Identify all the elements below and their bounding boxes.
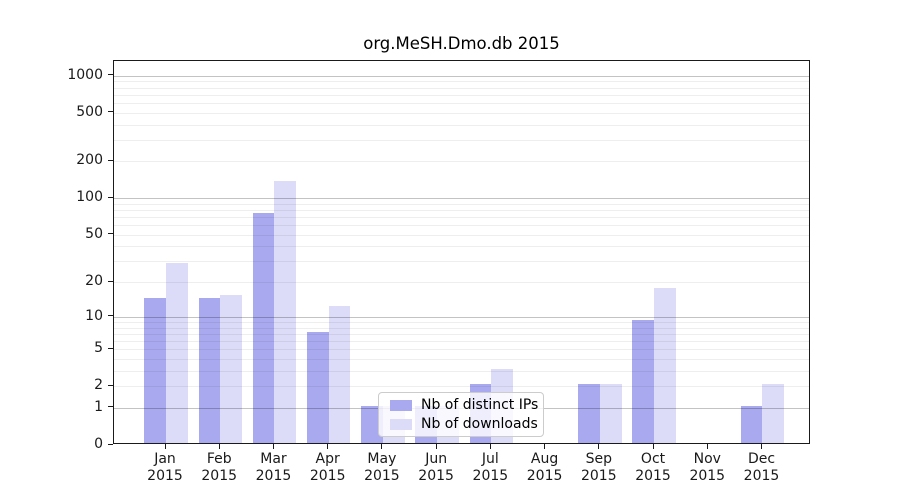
y-tick-label: 2 bbox=[94, 377, 103, 394]
x-tick-label: Jun 2015 bbox=[418, 451, 454, 484]
bar-downloads bbox=[274, 181, 297, 443]
bar-distinct-ips bbox=[632, 319, 655, 443]
y-tick-mark bbox=[108, 111, 113, 113]
x-tick-mark bbox=[327, 444, 329, 449]
bar-distinct-ips bbox=[306, 331, 329, 443]
gridline-minor bbox=[114, 225, 809, 227]
x-tick-mark bbox=[706, 444, 708, 449]
gridline-minor bbox=[114, 349, 809, 351]
y-tick-mark bbox=[108, 443, 113, 445]
x-tick-mark bbox=[435, 444, 437, 449]
x-tick-label: Sep 2015 bbox=[580, 451, 617, 484]
x-tick-label: Dec 2015 bbox=[743, 451, 780, 484]
x-tick-mark bbox=[164, 444, 166, 449]
y-tick-label: 1 bbox=[94, 398, 103, 415]
gridline-minor bbox=[114, 246, 809, 248]
y-tick-label: 50 bbox=[85, 225, 103, 242]
legend: Nb of distinct IPs Nb of downloads bbox=[378, 392, 544, 437]
y-tick-mark bbox=[108, 74, 113, 76]
legend-entry-distinct-ips: Nb of distinct IPs bbox=[390, 396, 539, 413]
legend-label-distinct-ips: Nb of distinct IPs bbox=[421, 396, 539, 413]
gridline-minor bbox=[114, 203, 809, 205]
x-tick-mark bbox=[218, 444, 220, 449]
y-tick-mark bbox=[108, 384, 113, 386]
x-tick-label: Mar 2015 bbox=[255, 451, 292, 484]
y-tick-mark bbox=[108, 406, 113, 408]
gridline-minor bbox=[114, 161, 809, 163]
bar-downloads bbox=[599, 384, 622, 443]
gridline-minor bbox=[114, 386, 809, 388]
plot-area bbox=[113, 59, 810, 444]
bar-distinct-ips bbox=[198, 298, 221, 443]
gridline-minor bbox=[114, 217, 809, 219]
bar-downloads bbox=[654, 288, 676, 443]
gridline-minor bbox=[114, 139, 809, 141]
y-tick-label: 20 bbox=[85, 273, 103, 290]
bar-downloads bbox=[328, 305, 351, 443]
legend-entry-downloads: Nb of downloads bbox=[390, 415, 538, 432]
gridline-minor bbox=[114, 333, 809, 335]
gridline-minor bbox=[114, 321, 809, 323]
y-tick-label: 1000 bbox=[67, 66, 103, 83]
x-tick-label: Jan 2015 bbox=[147, 451, 183, 484]
y-tick-label: 500 bbox=[76, 103, 103, 120]
gridline-minor bbox=[114, 261, 809, 263]
y-tick-mark bbox=[108, 196, 113, 198]
bar-downloads bbox=[762, 384, 785, 443]
x-tick-label: May 2015 bbox=[364, 451, 400, 484]
y-tick-mark bbox=[108, 233, 113, 235]
gridline-minor bbox=[114, 234, 809, 236]
gridline-minor bbox=[114, 87, 809, 89]
x-tick-label: Nov 2015 bbox=[689, 451, 726, 484]
gridline-major bbox=[114, 75, 809, 77]
x-tick-mark bbox=[760, 444, 762, 449]
x-tick-label: Apr 2015 bbox=[309, 451, 346, 484]
bar-distinct-ips bbox=[144, 298, 166, 443]
bar-distinct-ips bbox=[740, 405, 763, 443]
x-tick-mark bbox=[272, 444, 274, 449]
legend-swatch-downloads-icon bbox=[390, 418, 412, 430]
x-tick-mark bbox=[489, 444, 491, 449]
gridline-minor bbox=[114, 102, 809, 104]
gridline-major bbox=[114, 198, 809, 200]
gridline-minor bbox=[114, 81, 809, 83]
gridline-minor bbox=[114, 327, 809, 329]
gridline-minor bbox=[114, 112, 809, 114]
bar-distinct-ips bbox=[252, 212, 275, 443]
gridline-minor bbox=[114, 282, 809, 284]
bar-distinct-ips bbox=[361, 405, 383, 443]
gridline-minor bbox=[114, 124, 809, 126]
x-tick-mark bbox=[652, 444, 654, 449]
x-tick-label: Feb 2015 bbox=[201, 451, 238, 484]
bar-distinct-ips bbox=[578, 384, 600, 443]
bar-downloads bbox=[220, 294, 242, 443]
bar-downloads bbox=[166, 262, 188, 443]
y-tick-mark bbox=[108, 280, 113, 282]
gridline-minor bbox=[114, 94, 809, 96]
y-tick-label: 100 bbox=[76, 189, 103, 206]
gridline-minor bbox=[114, 340, 809, 342]
chart-title: org.MeSH.Dmo.db 2015 bbox=[363, 34, 560, 53]
y-tick-label: 5 bbox=[94, 340, 103, 357]
gridline-minor bbox=[114, 370, 809, 372]
y-tick-label: 10 bbox=[85, 307, 103, 324]
y-tick-mark bbox=[108, 159, 113, 161]
y-tick-label: 0 bbox=[94, 436, 103, 452]
gridline-minor bbox=[114, 210, 809, 212]
legend-label-downloads: Nb of downloads bbox=[421, 415, 538, 432]
y-tick-label: 200 bbox=[76, 152, 103, 169]
y-tick-mark bbox=[108, 315, 113, 317]
x-tick-mark bbox=[598, 444, 600, 449]
y-tick-mark bbox=[108, 347, 113, 349]
legend-swatch-distinct-ips-icon bbox=[390, 399, 412, 411]
x-tick-label: Jul 2015 bbox=[472, 451, 509, 484]
x-tick-mark bbox=[544, 444, 546, 449]
x-tick-mark bbox=[381, 444, 383, 449]
x-tick-label: Oct 2015 bbox=[635, 451, 671, 484]
gridline-major bbox=[114, 316, 809, 318]
x-tick-label: Aug 2015 bbox=[526, 451, 563, 484]
gridline-minor bbox=[114, 358, 809, 360]
